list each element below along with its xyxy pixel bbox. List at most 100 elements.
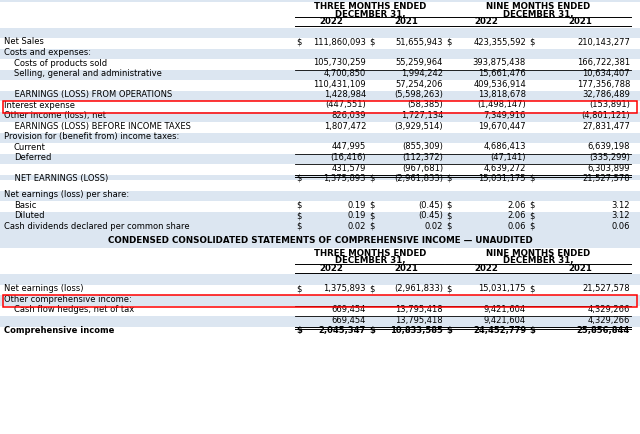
Text: 0.06: 0.06 <box>611 222 630 231</box>
Text: 669,454: 669,454 <box>332 305 366 314</box>
Text: $: $ <box>529 201 534 210</box>
Text: 409,536,914: 409,536,914 <box>473 79 526 89</box>
Text: $: $ <box>369 174 374 183</box>
Text: 0.06: 0.06 <box>508 222 526 231</box>
Text: $: $ <box>446 174 451 183</box>
Text: $: $ <box>446 326 452 335</box>
Text: 1,807,472: 1,807,472 <box>324 122 366 131</box>
Bar <box>0 112 640 122</box>
Text: 826,039: 826,039 <box>332 111 366 120</box>
Text: 10,833,585: 10,833,585 <box>390 326 443 335</box>
Text: 2,045,347: 2,045,347 <box>319 326 366 335</box>
Text: (855,309): (855,309) <box>402 142 443 151</box>
Bar <box>0 91 640 101</box>
Text: 25,856,844: 25,856,844 <box>577 326 630 335</box>
Text: (153,891): (153,891) <box>589 101 630 109</box>
Text: Cash flow hedges, net of tax: Cash flow hedges, net of tax <box>14 305 134 314</box>
Text: Costs and expenses:: Costs and expenses: <box>4 48 91 57</box>
Text: $: $ <box>529 284 534 293</box>
Text: (0.45): (0.45) <box>418 201 443 210</box>
Text: 4,639,272: 4,639,272 <box>484 164 526 172</box>
Text: (1,498,147): (1,498,147) <box>477 101 526 109</box>
Text: $: $ <box>529 174 534 183</box>
Text: 0.02: 0.02 <box>424 222 443 231</box>
Text: 4,686,413: 4,686,413 <box>483 142 526 151</box>
Text: $: $ <box>529 326 535 335</box>
Text: $: $ <box>369 326 375 335</box>
Text: 0.19: 0.19 <box>348 201 366 210</box>
Bar <box>3 101 637 112</box>
Text: 210,143,277: 210,143,277 <box>577 37 630 46</box>
Text: 51,655,943: 51,655,943 <box>396 37 443 46</box>
Text: 15,031,175: 15,031,175 <box>479 174 526 183</box>
Text: 13,795,418: 13,795,418 <box>396 305 443 314</box>
Bar <box>0 274 640 285</box>
Text: DECEMBER 31,: DECEMBER 31, <box>335 256 405 265</box>
Text: 177,356,788: 177,356,788 <box>577 79 630 89</box>
Text: $: $ <box>446 201 451 210</box>
Text: 15,661,476: 15,661,476 <box>478 69 526 78</box>
Text: $: $ <box>529 211 534 220</box>
Bar <box>0 132 640 143</box>
Text: NINE MONTHS ENDED: NINE MONTHS ENDED <box>486 249 591 258</box>
Text: $: $ <box>529 222 534 231</box>
Text: $: $ <box>296 326 302 335</box>
Bar <box>0 154 640 164</box>
Text: (4,801,121): (4,801,121) <box>581 111 630 120</box>
Text: Diluted: Diluted <box>14 211 45 220</box>
Text: 2022: 2022 <box>319 17 344 26</box>
Text: 669,454: 669,454 <box>332 316 366 325</box>
Text: CONDENSED CONSOLIDATED STATEMENTS OF COMPREHENSIVE INCOME — UNAUDITED: CONDENSED CONSOLIDATED STATEMENTS OF COM… <box>108 236 532 245</box>
Text: 3.12: 3.12 <box>611 211 630 220</box>
Text: 57,254,206: 57,254,206 <box>396 79 443 89</box>
Text: 110,431,109: 110,431,109 <box>314 79 366 89</box>
Text: 447,995: 447,995 <box>332 142 366 151</box>
Text: 1,375,893: 1,375,893 <box>323 174 366 183</box>
Text: Cash dividends declared per common share: Cash dividends declared per common share <box>4 222 189 231</box>
Text: 6,639,198: 6,639,198 <box>588 142 630 151</box>
Text: Other income (loss), net: Other income (loss), net <box>4 111 106 120</box>
Text: 2021: 2021 <box>395 17 419 26</box>
Text: 2021: 2021 <box>395 264 419 273</box>
Text: 166,722,381: 166,722,381 <box>577 59 630 68</box>
Text: $: $ <box>296 284 301 293</box>
Text: 2022: 2022 <box>475 17 499 26</box>
Text: EARNINGS (LOSS) BEFORE INCOME TAXES: EARNINGS (LOSS) BEFORE INCOME TAXES <box>4 122 191 131</box>
Text: THREE MONTHS ENDED: THREE MONTHS ENDED <box>314 249 426 258</box>
Text: THREE MONTHS ENDED: THREE MONTHS ENDED <box>314 2 426 11</box>
Text: $: $ <box>446 37 451 46</box>
Text: 55,259,964: 55,259,964 <box>396 59 443 68</box>
Text: Net Sales: Net Sales <box>4 37 44 46</box>
Text: 423,355,592: 423,355,592 <box>473 37 526 46</box>
Text: 0.19: 0.19 <box>348 211 366 220</box>
Text: Comprehensive income: Comprehensive income <box>4 326 115 335</box>
Text: $: $ <box>296 174 301 183</box>
Text: 4,700,850: 4,700,850 <box>324 69 366 78</box>
Text: 0.02: 0.02 <box>348 222 366 231</box>
Text: Net earnings (loss) per share:: Net earnings (loss) per share: <box>4 190 129 199</box>
Text: 21,527,578: 21,527,578 <box>582 174 630 183</box>
Text: 393,875,438: 393,875,438 <box>473 59 526 68</box>
Text: (3,929,514): (3,929,514) <box>394 122 443 131</box>
Text: Other comprehensive income:: Other comprehensive income: <box>4 295 132 304</box>
Text: 1,994,242: 1,994,242 <box>401 69 443 78</box>
Text: 13,795,418: 13,795,418 <box>396 316 443 325</box>
Text: $: $ <box>446 284 451 293</box>
Text: $: $ <box>369 284 374 293</box>
Text: $: $ <box>296 211 301 220</box>
Text: $: $ <box>529 37 534 46</box>
Text: 4,329,266: 4,329,266 <box>588 305 630 314</box>
Text: $: $ <box>296 222 301 231</box>
Text: Costs of products sold: Costs of products sold <box>14 59 107 68</box>
Bar <box>0 49 640 59</box>
Text: EARNINGS (LOSS) FROM OPERATIONS: EARNINGS (LOSS) FROM OPERATIONS <box>4 90 172 99</box>
Bar <box>0 222 640 248</box>
Text: DECEMBER 31,: DECEMBER 31, <box>503 256 574 265</box>
Text: 2.06: 2.06 <box>508 201 526 210</box>
Text: 2.06: 2.06 <box>508 211 526 220</box>
Text: $: $ <box>446 222 451 231</box>
Bar <box>0 174 640 180</box>
Text: $: $ <box>369 211 374 220</box>
Text: 2021: 2021 <box>568 17 592 26</box>
Text: (16,416): (16,416) <box>330 153 366 162</box>
